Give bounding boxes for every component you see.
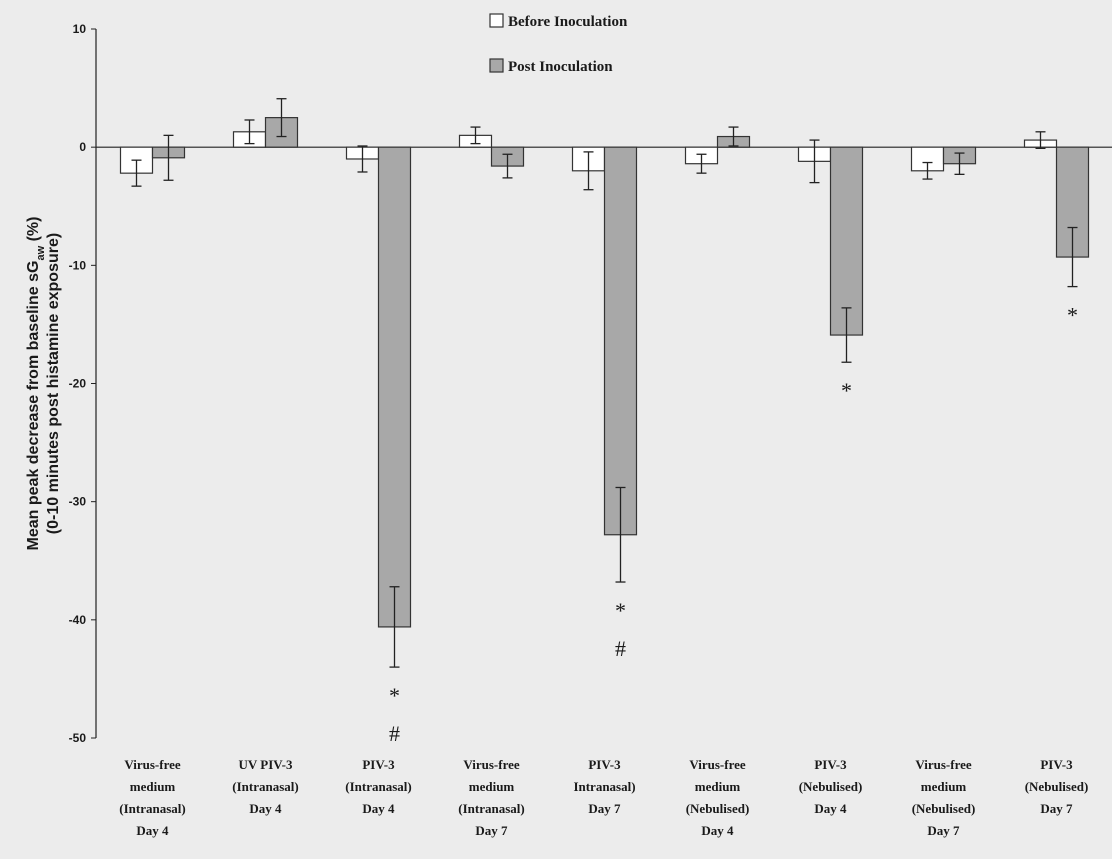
category-label: Day 7 [588, 801, 621, 816]
y-axis-title-subscript: aw [35, 245, 47, 260]
category-label: medium [130, 779, 176, 794]
category-label: Virus-free [124, 757, 181, 772]
category-label: Day 4 [249, 801, 282, 816]
category-label: (Intranasal) [458, 801, 524, 816]
category-label: (Nebulised) [1025, 779, 1089, 794]
y-tick-label: -50 [69, 731, 87, 745]
category-label: Day 4 [814, 801, 847, 816]
category-label: (Intranasal) [119, 801, 185, 816]
category-label: (Intranasal) [345, 779, 411, 794]
category-label: medium [469, 779, 515, 794]
y-tick-label: -40 [69, 613, 87, 627]
category-label: (Nebulised) [799, 779, 863, 794]
legend-swatch [489, 58, 504, 73]
axes: 10 0 -10 -20 -30 -40 -50 [69, 22, 1112, 745]
category-label: Day 7 [927, 823, 960, 838]
significance-asterisk: * [615, 598, 626, 623]
legend-swatch [489, 13, 504, 28]
category-label: Virus-free [689, 757, 746, 772]
category-label: Intranasal) [573, 779, 635, 794]
category-label: Virus-free [915, 757, 972, 772]
legend: Before Inoculation Post Inoculation [489, 13, 628, 75]
y-tick-label: -20 [69, 377, 87, 391]
y-axis-title-line2: (0-10 minutes post histamine exposure) [45, 233, 62, 534]
category-label: (Nebulised) [912, 801, 976, 816]
category-label: (Nebulised) [686, 801, 750, 816]
category-label: Day 4 [362, 801, 395, 816]
y-tick-label: 10 [73, 22, 87, 36]
category-label: Day 4 [701, 823, 734, 838]
y-axis-title: Mean peak decrease from baseline sGaw (%… [25, 217, 47, 551]
category-label: (Intranasal) [232, 779, 298, 794]
category-label: PIV-3 [362, 757, 395, 772]
category-label: medium [695, 779, 741, 794]
y-axis-label: Mean peak decrease from baseline sGaw (%… [25, 217, 62, 551]
y-tick-label: -10 [69, 258, 87, 272]
post-bar [377, 146, 412, 628]
significance-marks: * # * # * * [389, 303, 1078, 746]
post-bar [829, 146, 864, 336]
category-label: Day 7 [1040, 801, 1073, 816]
legend-label: Post Inoculation [508, 59, 613, 75]
legend-label: Before Inoculation [508, 14, 628, 30]
category-label: PIV-3 [1040, 757, 1073, 772]
y-tick-label: 0 [79, 140, 86, 154]
significance-hash: # [615, 636, 626, 661]
category-label: Day 4 [136, 823, 169, 838]
y-axis-title-unit: (%) [25, 217, 42, 246]
category-label: Day 7 [475, 823, 508, 838]
significance-asterisk: * [389, 683, 400, 708]
category-label: PIV-3 [588, 757, 621, 772]
y-axis-title-main: Mean peak decrease from baseline sG [25, 261, 42, 551]
significance-hash: # [389, 721, 400, 746]
category-label: medium [921, 779, 967, 794]
category-label: PIV-3 [814, 757, 847, 772]
category-label: Virus-free [463, 757, 520, 772]
significance-asterisk: * [841, 378, 852, 403]
error-bars [131, 98, 1078, 668]
category-labels: Virus-free medium (Intranasal) Day 4 UV PIV-… [119, 757, 1088, 838]
y-tick-label: -30 [69, 495, 87, 509]
significance-asterisk: * [1067, 303, 1078, 328]
category-label: UV PIV-3 [238, 757, 293, 772]
bars [119, 117, 1090, 628]
post-bar [603, 146, 638, 536]
